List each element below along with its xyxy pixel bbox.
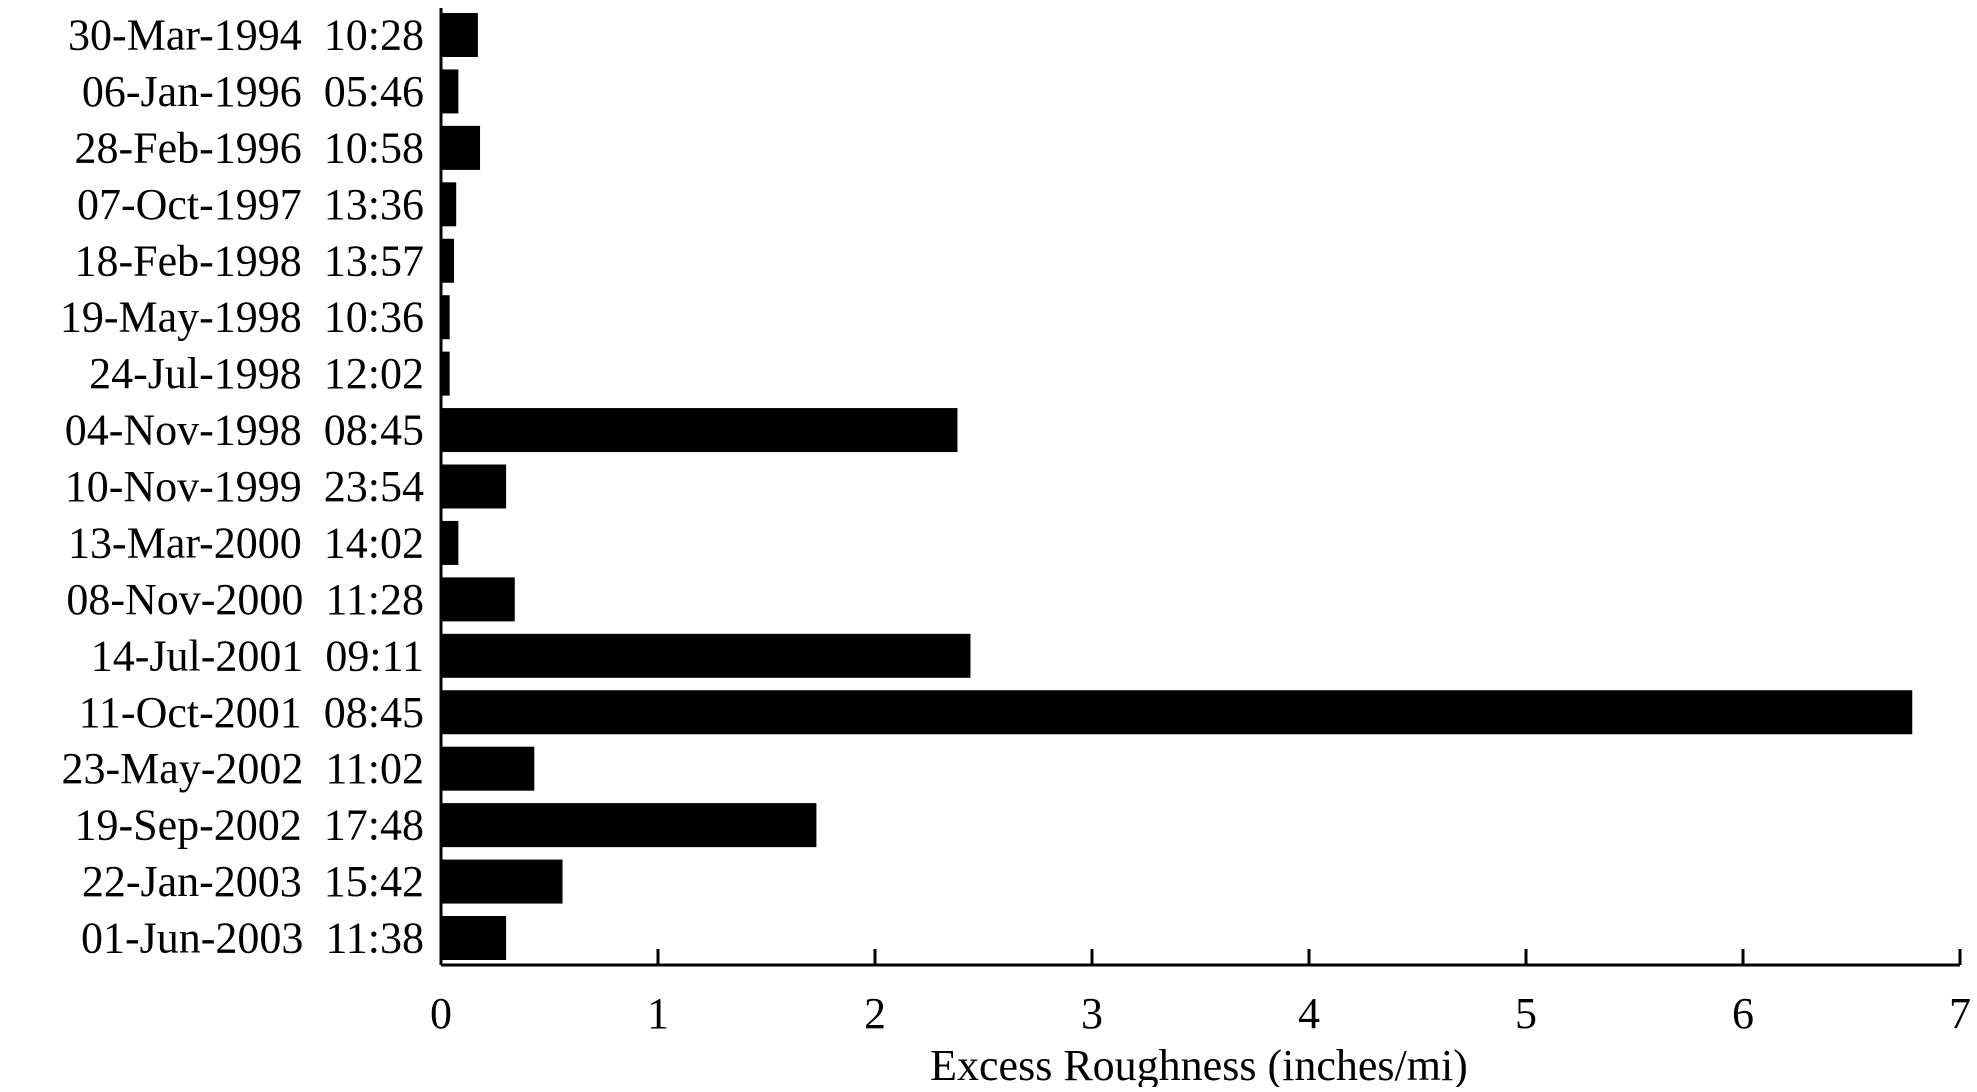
bar-10: [441, 577, 515, 622]
x-tick-label-5: 5: [1515, 989, 1537, 1038]
bar-9: [441, 520, 459, 565]
category-label-14: 19-Sep-2002 17:48: [74, 801, 424, 850]
bar-5: [441, 295, 450, 340]
bar-4: [441, 238, 455, 283]
bar-0: [441, 13, 478, 57]
bars-layer: [441, 13, 1913, 960]
x-tick-label-2: 2: [864, 989, 886, 1038]
category-label-3: 07-Oct-1997 13:36: [77, 180, 424, 229]
x-tick-label-7: 7: [1949, 989, 1971, 1038]
bar-1: [441, 69, 459, 114]
bar-15: [441, 859, 563, 904]
category-label-7: 04-Nov-1998 08:45: [65, 406, 424, 455]
category-label-9: 13-Mar-2000 14:02: [68, 518, 424, 567]
bar-2: [441, 125, 481, 170]
bar-12: [441, 690, 1913, 735]
category-label-0: 30-Mar-1994 10:28: [68, 11, 424, 60]
category-label-11: 14-Jul-2001 09:11: [91, 631, 424, 680]
x-tick-label-0: 0: [430, 989, 452, 1038]
category-label-2: 28-Feb-1996 10:58: [74, 123, 424, 172]
category-label-12: 11-Oct-2001 08:45: [79, 688, 424, 737]
x-tick-label-1: 1: [647, 989, 669, 1038]
category-label-10: 08-Nov-2000 11:28: [66, 575, 424, 624]
bar-8: [441, 464, 507, 509]
category-label-16: 01-Jun-2003 11:38: [81, 914, 424, 963]
bar-11: [441, 633, 971, 678]
category-label-4: 18-Feb-1998 13:57: [74, 236, 424, 285]
category-label-13: 23-May-2002 11:02: [61, 744, 424, 793]
category-label-8: 10-Nov-1999 23:54: [65, 462, 424, 511]
bar-3: [441, 182, 457, 227]
bar-14: [441, 803, 817, 848]
bar-6: [441, 351, 450, 396]
x-tick-label-4: 4: [1298, 989, 1320, 1038]
bar-7: [441, 408, 958, 453]
x-axis-title: Excess Roughness (inches/mi): [930, 1041, 1468, 1087]
category-label-5: 19-May-1998 10:36: [60, 293, 424, 342]
x-ticks: 0 1 2 3 4 5 6 7: [430, 949, 1971, 1038]
category-label-1: 06-Jan-1996 05:46: [82, 67, 424, 116]
bar-16: [441, 916, 507, 960]
x-tick-label-6: 6: [1732, 989, 1754, 1038]
category-label-15: 22-Jan-2003 15:42: [82, 857, 424, 906]
x-tick-label-3: 3: [1081, 989, 1103, 1038]
category-label-6: 24-Jul-1998 12:02: [89, 349, 424, 398]
bar-13: [441, 746, 535, 791]
category-labels: 30-Mar-1994 10:28 06-Jan-1996 05:46 28-Feb…: [60, 11, 424, 963]
